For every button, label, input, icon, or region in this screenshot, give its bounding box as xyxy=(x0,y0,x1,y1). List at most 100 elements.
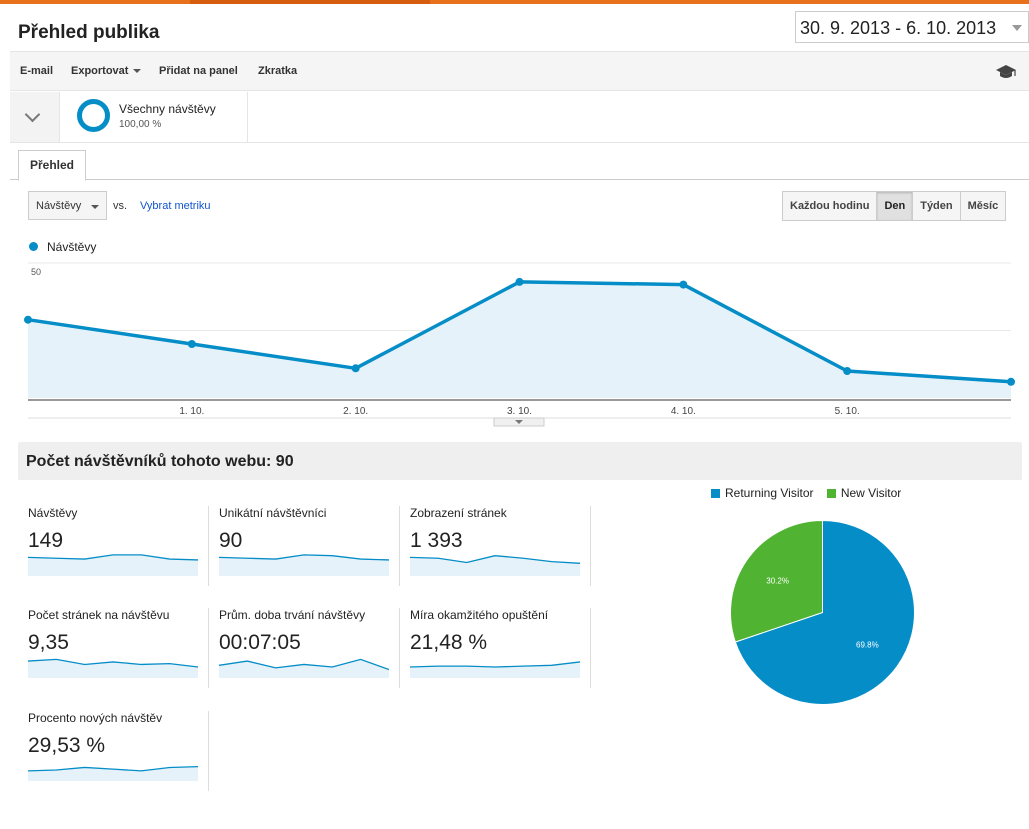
metric-name: Unikátní návštěvníci xyxy=(219,506,327,520)
top-accent-bar xyxy=(0,0,1029,4)
metric-card[interactable]: Míra okamžitého opuštění 21,48 % xyxy=(400,608,591,688)
data-point xyxy=(843,367,852,375)
add-to-dashboard-button[interactable]: Přidat na panel xyxy=(159,65,238,77)
sparkline-area xyxy=(28,554,198,576)
email-button[interactable]: E-mail xyxy=(20,65,54,77)
tab-bar: Přehled xyxy=(10,150,1029,181)
sparkline-area xyxy=(28,766,198,781)
granularity-toggle: Každou hodinu Den Týden Měsíc xyxy=(782,191,1007,221)
x-tick-label: 5. 10. xyxy=(835,406,860,417)
metric-value: 1 393 xyxy=(410,529,463,552)
chart-legend-label: Návštěvy xyxy=(47,240,97,254)
metric-value: 29,53 % xyxy=(28,734,106,757)
granularity-day-button[interactable]: Den xyxy=(877,192,914,220)
chevron-down-icon xyxy=(133,69,142,74)
shortcut-button[interactable]: Zkratka xyxy=(258,65,298,77)
metric-name: Počet stránek na návštěvu xyxy=(28,608,170,622)
granularity-month-button[interactable]: Měsíc xyxy=(967,200,999,212)
metric-sparkline xyxy=(28,765,198,781)
segment-bar: Všechny návštěvy 100,00 % xyxy=(10,92,1029,143)
report-header: Přehled publika 30. 9. 2013 - 6. 10. 201… xyxy=(10,8,1029,50)
x-tick-label: 2. 10. xyxy=(343,406,368,417)
pie-slice xyxy=(730,519,823,643)
x-tick-label: 3. 10. xyxy=(507,406,532,417)
x-tick-label: 4. 10. xyxy=(671,406,696,417)
export-menu[interactable]: Exportovat xyxy=(71,65,142,77)
sparkline-line xyxy=(410,555,580,564)
x-tick-label: 1. 10. xyxy=(179,406,204,417)
chevron-down-icon xyxy=(91,205,99,209)
metric-sparkline xyxy=(410,555,580,576)
report-toolbar: E-mail Exportovat Přidat na panel Zkratk… xyxy=(10,51,1029,91)
chevron-down-icon xyxy=(1012,25,1022,31)
data-point xyxy=(24,315,32,324)
select-metric-link[interactable]: Vybrat metriku xyxy=(140,200,211,212)
metric-name: Prům. doba trvání návštěvy xyxy=(219,608,366,622)
granularity-hourly-button[interactable]: Každou hodinu xyxy=(783,192,878,220)
graduation-cap-icon[interactable] xyxy=(995,64,1017,80)
visits-line-chart: 25501. 10.2. 10.3. 10.4. 10.5. 10. xyxy=(24,262,1015,427)
metric-select[interactable]: Návštěvy xyxy=(28,191,107,220)
metric-sparkline xyxy=(219,554,389,576)
segment-name: Všechny návštěvy xyxy=(119,102,216,116)
date-range-picker[interactable]: 30. 9. 2013 - 6. 10. 2013 xyxy=(795,11,1029,43)
pie-slice-label: 30.2% xyxy=(766,576,789,585)
y-tick-label: 50 xyxy=(31,267,41,277)
page-title: Přehled publika xyxy=(18,22,160,43)
pie-slice-label: 69.8% xyxy=(856,641,879,650)
data-point xyxy=(515,277,524,286)
sparkline-line xyxy=(219,554,389,561)
metric-card[interactable]: Prům. doba trvání návštěvy 00:07:05 xyxy=(209,608,400,688)
metric-sparkline xyxy=(410,661,580,678)
chevron-down-icon xyxy=(515,420,523,424)
sparkline-line xyxy=(28,765,198,772)
sparkline-line xyxy=(219,658,389,671)
segment-toggle-button[interactable] xyxy=(10,92,60,142)
sparkline-area xyxy=(219,659,389,678)
metric-sparkline xyxy=(28,658,198,678)
visitor-type-pie-chart: 69.8% 30.2% xyxy=(730,519,915,705)
segment-ring-icon xyxy=(77,99,110,132)
pie-legend: Returning Visitor New Visitor xyxy=(711,486,901,500)
metric-value: 00:07:05 xyxy=(219,631,301,654)
metric-value: 9,35 xyxy=(28,631,69,654)
metric-name: Návštěvy xyxy=(28,506,78,520)
metric-name: Zobrazení stránek xyxy=(410,506,507,520)
data-point xyxy=(351,364,360,373)
date-range-text: 30. 9. 2013 - 6. 10. 2013 xyxy=(800,18,997,38)
metric-name: Míra okamžitého opuštění xyxy=(410,608,549,622)
metric-card[interactable]: Počet stránek na návštěvu 9,35 xyxy=(18,608,209,688)
legend-swatch-new xyxy=(826,489,836,498)
granularity-week-button[interactable]: Týden xyxy=(913,192,961,220)
legend-returning-visitor[interactable]: Returning Visitor xyxy=(725,486,814,500)
data-point xyxy=(679,280,688,289)
vs-label: vs. xyxy=(113,200,128,212)
sparkline-line xyxy=(28,554,198,561)
legend-dot-icon xyxy=(29,242,38,251)
summary-header: Počet návštěvníků tohoto webu: 90 xyxy=(18,442,1022,480)
sparkline-line xyxy=(410,661,580,668)
series-area xyxy=(28,281,1011,398)
metric-select-value: Návštěvy xyxy=(36,200,82,212)
summary-title: Počet návštěvníků tohoto webu: 90 xyxy=(26,453,294,470)
metric-value: 90 xyxy=(219,529,243,552)
tab-overview[interactable]: Přehled xyxy=(18,150,86,181)
pie-slice xyxy=(734,519,915,705)
metric-value: 21,48 % xyxy=(410,631,488,654)
metric-card[interactable]: Návštěvy 149 xyxy=(18,506,209,586)
metric-sparkline xyxy=(28,554,198,576)
segment-percent: 100,00 % xyxy=(119,119,162,130)
metric-sparkline xyxy=(219,658,389,678)
metric-card[interactable]: Zobrazení stránek 1 393 xyxy=(400,506,591,586)
metric-name: Procento nových návštěv xyxy=(28,711,163,725)
export-label: Exportovat xyxy=(71,65,129,77)
legend-new-visitor[interactable]: New Visitor xyxy=(840,486,902,500)
data-point xyxy=(1007,377,1015,386)
sparkline-area xyxy=(219,554,389,576)
segment-card[interactable]: Všechny návštěvy 100,00 % xyxy=(61,92,248,142)
metric-card[interactable]: Procento nových návštěv 29,53 % xyxy=(18,711,209,791)
metric-card[interactable]: Unikátní návštěvníci 90 xyxy=(209,506,400,586)
data-point xyxy=(187,340,196,348)
metric-value: 149 xyxy=(28,529,64,552)
top-accent-segment xyxy=(190,0,430,4)
